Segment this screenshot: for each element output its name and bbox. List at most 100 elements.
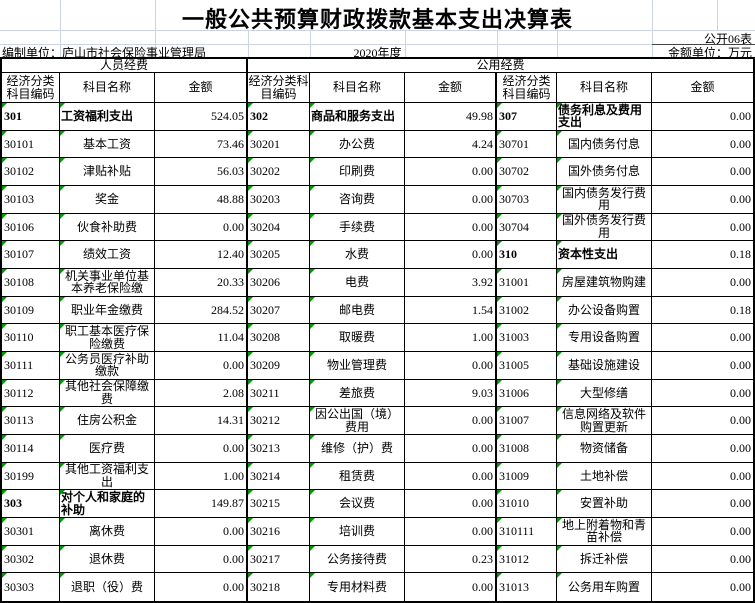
amount-cell[interactable]: 0.00 — [405, 517, 497, 546]
subject-code-cell[interactable]: 31013 — [497, 573, 557, 601]
amount-cell[interactable]: 48.88 — [155, 185, 248, 214]
subject-code-cell[interactable]: 30213 — [248, 434, 310, 463]
subject-name-cell[interactable]: 债务利息及费用支出 — [557, 103, 652, 131]
amount-cell[interactable]: 14.31 — [155, 407, 248, 435]
amount-cell[interactable]: 12.40 — [155, 241, 248, 269]
subject-code-cell[interactable]: 30202 — [248, 158, 310, 186]
subject-name-cell[interactable]: 房屋建筑物购建 — [557, 268, 652, 297]
subject-name-cell[interactable]: 离休费 — [60, 517, 155, 546]
subject-name-cell[interactable]: 工资福利支出 — [60, 103, 155, 131]
amount-cell[interactable]: 0.00 — [652, 186, 753, 214]
subject-name-cell[interactable]: 奖金 — [60, 185, 155, 214]
subject-name-cell[interactable]: 公务用车购置 — [557, 573, 652, 601]
amount-cell[interactable]: 284.52 — [155, 296, 248, 325]
amount-cell[interactable]: 0.00 — [405, 462, 497, 491]
subject-name-cell[interactable]: 水费 — [310, 241, 405, 269]
subject-name-cell[interactable]: 差旅费 — [310, 379, 405, 408]
amount-cell[interactable]: 0.00 — [652, 103, 753, 131]
subject-name-cell[interactable]: 公务接待费 — [310, 545, 405, 574]
amount-cell[interactable]: 0.00 — [652, 214, 753, 242]
subject-code-cell[interactable]: 302 — [248, 103, 310, 131]
subject-code-cell[interactable]: 30199 — [2, 462, 60, 491]
amount-cell[interactable]: 0.00 — [652, 463, 753, 491]
subject-name-cell[interactable]: 其他社会保障缴费 — [60, 379, 155, 408]
col-header-name[interactable]: 科目名称 — [60, 73, 155, 103]
subject-code-cell[interactable]: 31007 — [497, 407, 557, 435]
amount-cell[interactable]: 9.03 — [405, 379, 497, 408]
subject-name-cell[interactable]: 大型修缮 — [557, 379, 652, 408]
subject-name-cell[interactable]: 职工基本医疗保险缴费 — [60, 324, 155, 352]
subject-name-cell[interactable]: 其他工资福利支出 — [60, 462, 155, 491]
subject-code-cell[interactable]: 30301 — [2, 517, 60, 546]
subject-code-cell[interactable]: 30112 — [2, 379, 60, 408]
amount-cell[interactable]: 0.00 — [652, 269, 753, 297]
subject-name-cell[interactable]: 专用材料费 — [310, 573, 405, 601]
subject-name-cell[interactable]: 伙食补助费 — [60, 213, 155, 242]
subject-code-cell[interactable]: 30204 — [248, 213, 310, 242]
subject-code-cell[interactable]: 30211 — [248, 379, 310, 408]
subject-code-cell[interactable]: 30216 — [248, 517, 310, 546]
amount-cell[interactable]: 1.00 — [155, 462, 248, 491]
col-header-code[interactable]: 经济分类科目编码 — [2, 73, 60, 103]
subject-code-cell[interactable]: 30208 — [248, 324, 310, 352]
subject-code-cell[interactable]: 30113 — [2, 407, 60, 435]
amount-cell[interactable]: 0.00 — [155, 434, 248, 463]
amount-cell[interactable]: 0.00 — [652, 380, 753, 408]
subject-name-cell[interactable]: 退休费 — [60, 545, 155, 574]
subject-name-cell[interactable]: 物业管理费 — [310, 351, 405, 380]
subject-name-cell[interactable]: 基本工资 — [60, 130, 155, 159]
subject-name-cell[interactable]: 机关事业单位基本养老保险缴 — [60, 268, 155, 297]
subject-name-cell[interactable]: 住房公积金 — [60, 407, 155, 435]
amount-cell[interactable]: 0.00 — [652, 546, 753, 574]
subject-name-cell[interactable]: 拆迁补偿 — [557, 545, 652, 574]
subject-name-cell[interactable]: 办公设备购置 — [557, 296, 652, 325]
subject-code-cell[interactable]: 30212 — [248, 407, 310, 435]
subject-code-cell[interactable]: 30205 — [248, 241, 310, 269]
amount-cell[interactable]: 0.00 — [652, 324, 753, 352]
subject-name-cell[interactable]: 医疗费 — [60, 434, 155, 463]
subject-code-cell[interactable]: 310 — [497, 241, 557, 269]
amount-cell[interactable]: 0.00 — [405, 213, 497, 242]
amount-cell[interactable]: 0.00 — [405, 573, 497, 601]
amount-cell[interactable]: 56.03 — [155, 158, 248, 186]
subject-name-cell[interactable]: 国外债务付息 — [557, 158, 652, 186]
group-header-personnel[interactable]: 人员经费 — [2, 59, 248, 73]
subject-code-cell[interactable]: 30703 — [497, 185, 557, 214]
subject-code-cell[interactable]: 30303 — [2, 573, 60, 601]
amount-cell[interactable]: 0.00 — [652, 158, 753, 186]
subject-name-cell[interactable]: 取暖费 — [310, 324, 405, 352]
subject-code-cell[interactable]: 30107 — [2, 241, 60, 269]
subject-code-cell[interactable]: 30702 — [497, 158, 557, 186]
subject-name-cell[interactable]: 租赁费 — [310, 462, 405, 491]
subject-code-cell[interactable]: 30215 — [248, 490, 310, 518]
amount-cell[interactable]: 2.08 — [155, 379, 248, 408]
amount-cell[interactable]: 4.24 — [405, 130, 497, 159]
subject-name-cell[interactable]: 培训费 — [310, 517, 405, 546]
subject-code-cell[interactable]: 31008 — [497, 434, 557, 463]
col-header-code[interactable]: 经济分类科目编码 — [248, 73, 310, 103]
amount-cell[interactable]: 0.23 — [405, 545, 497, 574]
subject-name-cell[interactable]: 对个人和家庭的补助 — [60, 490, 155, 518]
subject-code-cell[interactable]: 30218 — [248, 573, 310, 601]
amount-cell[interactable]: 0.18 — [652, 241, 753, 269]
subject-code-cell[interactable]: 30111 — [2, 351, 60, 380]
subject-name-cell[interactable]: 地上附着物和青苗补偿 — [557, 517, 652, 546]
subject-code-cell[interactable]: 30203 — [248, 185, 310, 214]
amount-cell[interactable]: 0.00 — [155, 517, 248, 546]
subject-name-cell[interactable]: 物资储备 — [557, 434, 652, 463]
subject-code-cell[interactable]: 31009 — [497, 462, 557, 491]
subject-code-cell[interactable]: 30102 — [2, 158, 60, 186]
subject-code-cell[interactable]: 30214 — [248, 462, 310, 491]
amount-cell[interactable]: 20.33 — [155, 268, 248, 297]
subject-name-cell[interactable]: 印刷费 — [310, 158, 405, 186]
amount-cell[interactable]: 0.00 — [155, 573, 248, 601]
amount-cell[interactable]: 0.00 — [652, 435, 753, 463]
col-header-amount[interactable]: 金额 — [405, 73, 497, 103]
subject-code-cell[interactable]: 30207 — [248, 296, 310, 325]
subject-code-cell[interactable]: 30206 — [248, 268, 310, 297]
group-header-public[interactable]: 公用经费 — [248, 59, 753, 73]
subject-name-cell[interactable]: 专用设备购置 — [557, 324, 652, 352]
subject-name-cell[interactable]: 职业年金缴费 — [60, 296, 155, 325]
amount-cell[interactable]: 0.00 — [155, 351, 248, 380]
amount-cell[interactable]: 524.05 — [155, 103, 248, 131]
